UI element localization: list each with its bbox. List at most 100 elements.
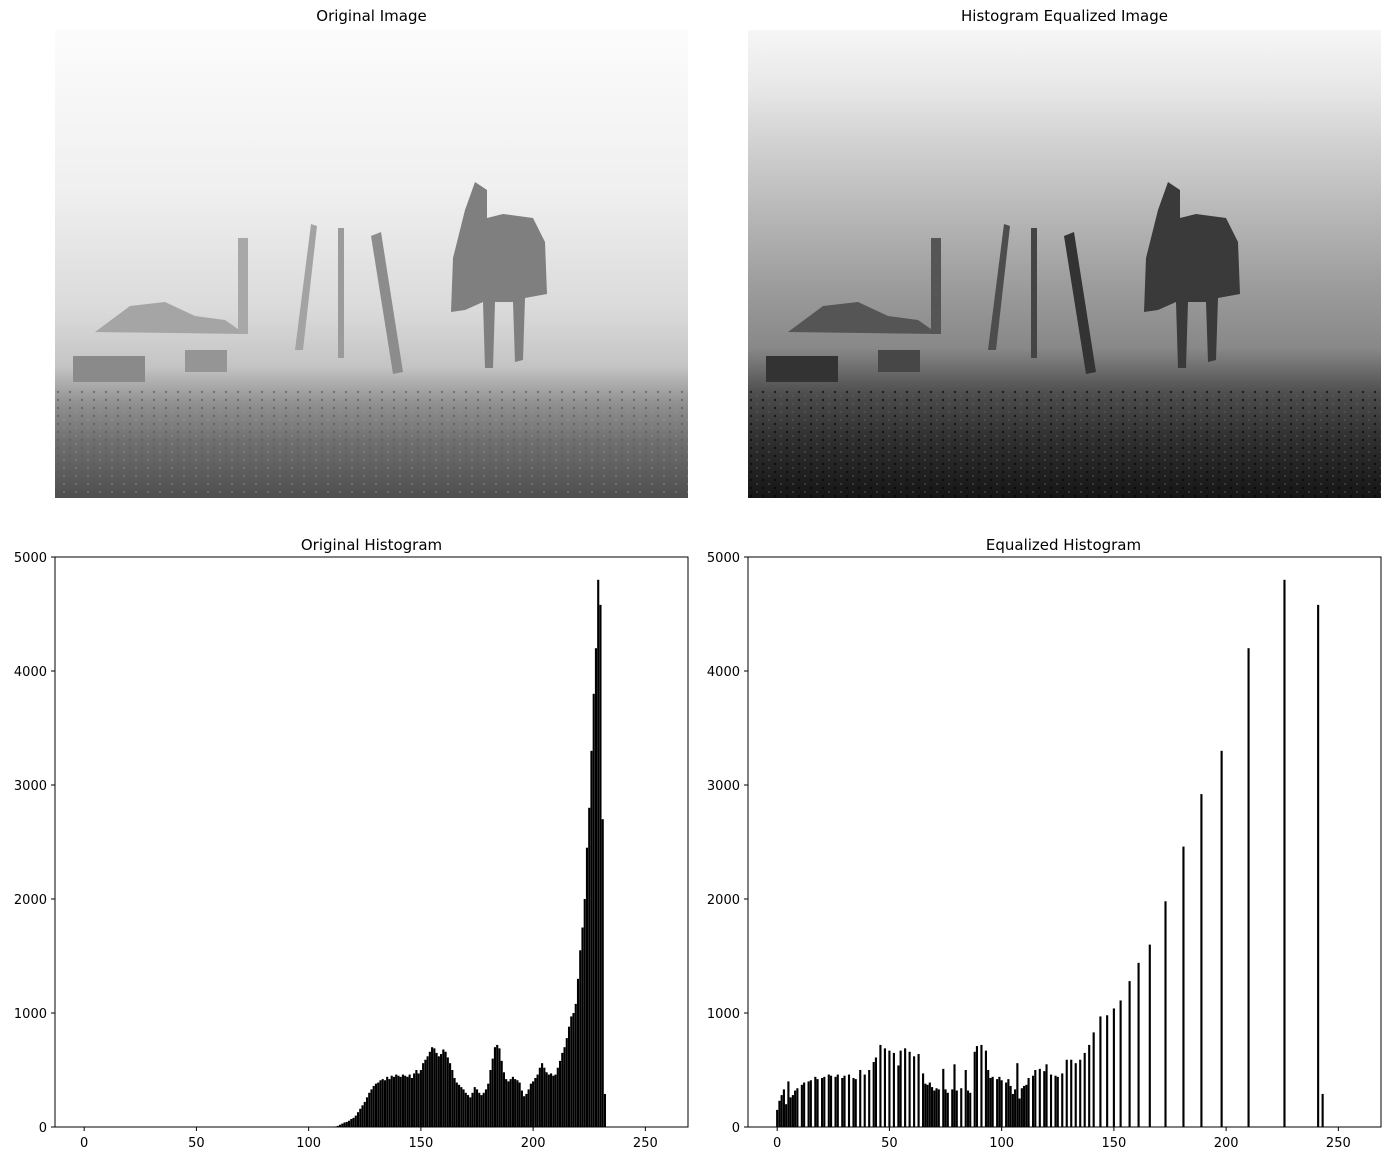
histogram-bar [1038, 1068, 1041, 1127]
histogram-bar [1083, 1052, 1086, 1127]
x-tick-label: 0 [773, 1136, 781, 1151]
y-tick-label: 2000 [707, 893, 740, 908]
histogram-bar [347, 1120, 351, 1127]
histogram-bar [489, 1070, 492, 1127]
histogram-bar [852, 1077, 855, 1127]
histogram-bar [960, 1088, 963, 1127]
histogram-bar [1034, 1070, 1037, 1127]
original-histogram-chart: Original Histogram 0 50 100 150 200 250 0 1000… [14, 536, 689, 1151]
equalized-histogram-bars [776, 579, 1324, 1127]
histogram-bar [507, 1081, 510, 1127]
histogram-bar [455, 1082, 458, 1127]
histogram-bar [791, 1095, 794, 1127]
histogram-bar [550, 1073, 553, 1127]
histogram-bar [359, 1108, 362, 1127]
histogram-bar [554, 1074, 557, 1127]
y-tick-label: 3000 [707, 779, 740, 794]
histogram-bar [1032, 1075, 1035, 1127]
histogram-bar [457, 1084, 461, 1127]
histogram-bar [417, 1073, 420, 1127]
histogram-bar [787, 1081, 790, 1127]
y-tick-label: 1000 [707, 1007, 740, 1022]
histogram-bar [469, 1097, 472, 1127]
histogram-bar [345, 1121, 348, 1127]
histogram-bar [374, 1083, 378, 1127]
histogram-bar [847, 1074, 851, 1127]
histogram-bar [561, 1052, 564, 1127]
histogram-bar [946, 1092, 949, 1127]
histogram-bar [816, 1079, 819, 1127]
x-tick-label: 150 [408, 1136, 433, 1151]
equalized-histogram-title: Equalized Histogram [986, 536, 1141, 554]
histogram-bar [356, 1112, 360, 1127]
original-histogram-y-ticks: 0 1000 2000 3000 4000 5000 [14, 551, 55, 1136]
histogram-bar [339, 1124, 342, 1127]
equalized-histogram-y-ticks: 0 1000 2000 3000 4000 5000 [707, 551, 748, 1136]
histogram-bar [942, 1068, 945, 1127]
histogram-bar [913, 1056, 916, 1127]
histogram-bar [922, 1073, 925, 1127]
histogram-bar [579, 950, 582, 1127]
histogram-bar [350, 1119, 353, 1127]
histogram-bar [951, 1089, 954, 1127]
histogram-bar [1020, 1088, 1023, 1127]
histogram-bar [563, 1047, 566, 1127]
original-histogram-x-ticks: 0 50 100 150 200 250 [80, 1127, 658, 1151]
histogram-bar [1079, 1059, 1082, 1127]
histogram-bar [341, 1123, 344, 1127]
histogram-bar [585, 847, 589, 1127]
histogram-bar [370, 1089, 373, 1127]
histogram-bar [466, 1095, 470, 1127]
histogram-bar [836, 1074, 839, 1127]
histogram-bar [471, 1092, 474, 1127]
histogram-bar [386, 1076, 389, 1127]
y-tick-label: 4000 [707, 665, 740, 680]
equalized-image-title: Histogram Equalized Image [961, 7, 1168, 25]
histogram-bar [397, 1075, 400, 1127]
histogram-bar [572, 1013, 575, 1127]
histogram-bar [413, 1073, 416, 1127]
histogram-bar [944, 1089, 947, 1127]
histogram-bar [973, 1051, 976, 1127]
histogram-bar [570, 1016, 573, 1127]
histogram-bar [904, 1048, 907, 1127]
histogram-bar [1070, 1059, 1073, 1127]
original-image-title: Original Image [316, 7, 427, 25]
histogram-bar [543, 1067, 546, 1127]
y-tick-label: 0 [732, 1121, 740, 1136]
histogram-bar [996, 1079, 999, 1127]
histogram-bar [498, 1048, 501, 1127]
histogram-bar [352, 1117, 355, 1127]
histogram-bar [1247, 648, 1250, 1127]
histogram-bar [460, 1087, 463, 1127]
original-histogram-title: Original Histogram [301, 536, 442, 554]
histogram-bar [975, 1046, 979, 1127]
histogram-bar [1317, 604, 1320, 1127]
histogram-bar [1200, 794, 1203, 1127]
histogram-bar [565, 1038, 568, 1127]
equalized-histogram-chart: Equalized Histogram 0 50 100 150 200 250 0 100… [707, 536, 1382, 1151]
histogram-bar [782, 1089, 785, 1127]
histogram-bar [576, 978, 580, 1127]
histogram-bar [897, 1065, 900, 1127]
histogram-bar [377, 1082, 380, 1127]
histogram-bar [502, 1072, 505, 1127]
histogram-bar [383, 1080, 387, 1127]
histogram-bar [514, 1079, 517, 1127]
histogram-bar [336, 1125, 339, 1127]
histogram-bar [1128, 981, 1131, 1127]
histogram-bar [388, 1079, 391, 1127]
histogram-bar [399, 1076, 402, 1127]
histogram-bar [451, 1070, 454, 1127]
histogram-bar [422, 1063, 425, 1127]
histogram-bar [1011, 1093, 1014, 1127]
y-tick-label: 5000 [707, 551, 740, 566]
histogram-bar [475, 1089, 479, 1127]
histogram-bar [545, 1072, 548, 1127]
histogram-bar [493, 1047, 497, 1127]
histogram-bar [491, 1058, 494, 1127]
histogram-bar [1023, 1085, 1026, 1127]
histogram-bar [592, 693, 595, 1127]
histogram-bar [1088, 1044, 1091, 1127]
